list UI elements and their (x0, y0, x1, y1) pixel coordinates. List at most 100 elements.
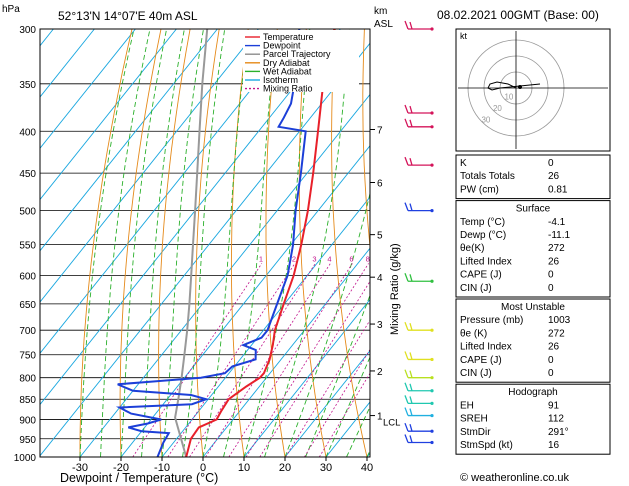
wind-barb-flag (409, 383, 413, 391)
pressure-tick-label: 800 (19, 374, 36, 385)
pressure-tick-label: 400 (19, 127, 36, 138)
mixing-ratio-label: 8 (366, 254, 370, 263)
wind-barb-dot (430, 429, 434, 433)
mixing-ratio-label: 20 (420, 254, 428, 263)
pressure-tick-label: 700 (19, 326, 36, 337)
wind-barb-dot (430, 357, 434, 362)
wet-adiabat-line (141, 29, 185, 457)
mixing-ratio-label: 3 (312, 254, 316, 263)
wind-barb-flag (404, 351, 409, 360)
isotherm-line (79, 93, 370, 457)
pressure-tick-label: 500 (19, 207, 36, 218)
wind-barb-flag (404, 369, 409, 378)
mixing-ratio-label: 6 (349, 254, 353, 263)
wind-barb-flag (409, 435, 413, 443)
hodograph-table-row-value: 91 (548, 400, 560, 411)
km-tick-label: 7 (377, 125, 383, 136)
pressure-tick-label: 550 (19, 240, 36, 251)
x-tick-label: -20 (113, 462, 129, 474)
dry-adiabat-line (362, 29, 370, 252)
wet-adiabat-line (284, 191, 370, 457)
x-axis-title: Dewpoint / Temperature (°C) (60, 471, 218, 485)
hodograph-table-row-label: StmSpd (kt) (460, 440, 513, 451)
legend-label: Mixing Ratio (263, 84, 313, 94)
hodograph-table-title: Hodograph (508, 387, 557, 398)
hodograph-table-row-value: 291° (548, 427, 569, 438)
most-unstable-row-label: Pressure (mb) (460, 315, 523, 326)
isotherm-line (40, 29, 136, 149)
surface-row-value: 0 (548, 270, 554, 281)
pressure-tick-label: 950 (19, 435, 36, 446)
wind-barb-flag (404, 118, 409, 128)
x-tick-label: 30 (320, 462, 332, 474)
parcel-trajectory-line (174, 29, 209, 457)
pressure-tick-label: 900 (19, 416, 36, 427)
hodograph-table-box (455, 383, 611, 455)
dry-adiabat-line (393, 29, 449, 457)
isotherm-line (120, 145, 370, 457)
km-tick-label: 1 (377, 412, 383, 423)
legend-label: Isotherm (263, 75, 298, 85)
hodograph-ring-label: 20 (493, 104, 502, 113)
most-unstable-row-label: Lifted Index (460, 342, 512, 353)
pressure-tick-label: 450 (19, 169, 36, 180)
indices-box (455, 154, 611, 200)
pressure-tick-label: 300 (19, 25, 36, 36)
x-tick-label: 10 (238, 462, 250, 474)
mixing-ratio-line (228, 263, 353, 457)
x-tick-label: 40 (361, 462, 373, 474)
background-lines: 1 2 3 4 6 8 10 15 20 25 (40, 29, 449, 457)
hodograph-table-row-label: SREH (460, 414, 488, 425)
surface-box (455, 200, 611, 298)
dry-adiabat-line (298, 29, 327, 457)
isotherm-line (40, 29, 259, 303)
legend-label: Dewpoint (263, 41, 301, 51)
hodograph-table-row-value: 16 (548, 440, 560, 451)
hodograph-ring-label: 30 (481, 116, 490, 125)
legend-label: Wet Adiabat (263, 66, 312, 76)
plot-frame (39, 28, 371, 458)
isotherm-line (40, 29, 95, 98)
axes: 3003504004505005506006507007508008509009… (14, 25, 401, 474)
wind-barb-dot (430, 27, 434, 31)
wet-adiabat-line (202, 29, 250, 457)
hodograph-table-row-label: EH (460, 400, 474, 411)
km-tick-label: 2 (377, 367, 383, 378)
km-tick-label: 4 (377, 273, 383, 284)
isotherm-line (284, 350, 370, 457)
isotherm-line (161, 196, 370, 457)
wet-adiabat-line (346, 405, 370, 457)
dry-adiabat-line (265, 29, 286, 457)
mixing-ratio-label: 1 (259, 254, 263, 263)
most-unstable-title: Most Unstable (501, 302, 565, 313)
dry-adiabat-line (119, 29, 162, 457)
wind-barb-dot (430, 125, 434, 129)
isotherm-line (40, 29, 341, 406)
mixing-ratio-line (259, 280, 370, 457)
hodograph-table-row-label: StmDir (460, 427, 491, 438)
wind-barb-dot (430, 208, 434, 213)
most-unstable-row-value: 0 (548, 355, 554, 366)
indices-row-value: 0 (548, 158, 554, 169)
mixing-ratio-label: 4 (327, 254, 331, 263)
wind-barb-dot (430, 401, 434, 405)
pressure-tick-label: 850 (19, 395, 36, 406)
surface-row-label: θe(K) (460, 243, 484, 254)
wind-barb-flag (404, 273, 409, 282)
wet-adiabat-line (325, 356, 370, 457)
pressure-tick-label: 650 (19, 300, 36, 311)
surface-row-value: 272 (548, 243, 565, 254)
wind-barb-flag (409, 119, 413, 127)
indices-row-value: 26 (548, 171, 560, 182)
x-tick-label: 0 (200, 462, 206, 474)
wind-barb-flag (404, 104, 409, 114)
most-unstable-row-label: θe (K) (460, 328, 487, 339)
indices-row-value: 0.81 (548, 184, 568, 195)
lcl-label: LCL (383, 418, 400, 429)
wind-barb-dot (430, 440, 434, 445)
isotherm-line (243, 298, 370, 457)
hodograph-table-row-value: 112 (548, 414, 564, 425)
dry-adiabat-line (158, 29, 191, 457)
legend-label: Dry Adiabat (263, 58, 310, 68)
